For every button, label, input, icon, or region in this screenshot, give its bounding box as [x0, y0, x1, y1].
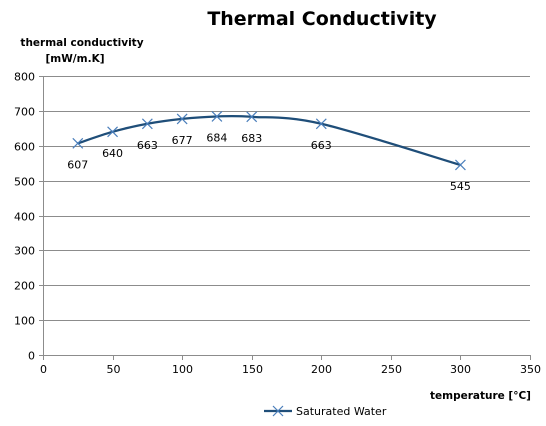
y-tick-label: 200 [14, 280, 35, 293]
data-label: 545 [450, 180, 471, 193]
data-point-marker [141, 118, 153, 130]
data-label: 684 [206, 131, 227, 144]
data-label: 663 [137, 139, 158, 152]
y-tick-label: 400 [14, 211, 35, 224]
x-tick-label: 300 [450, 363, 471, 376]
series-line-saturated-water [77, 114, 461, 167]
x-tick-label: 200 [311, 363, 332, 376]
y-tick-label: 300 [14, 245, 35, 258]
data-point-marker [211, 111, 223, 122]
x-tick-label: 350 [520, 363, 541, 376]
y-tick-label: 0 [28, 350, 35, 363]
data-point-marker [72, 137, 84, 149]
tick-labels: 0 100 200 300 400 500 600 700 800 0 50 100 150 200 250… [14, 71, 541, 377]
x-tick-label: 250 [381, 363, 402, 376]
data-point-marker [455, 159, 466, 171]
y-tick-label: 100 [14, 315, 35, 328]
series-layer [72, 111, 466, 171]
x-axis-title: temperature [°C] [430, 390, 531, 402]
y-axis-title-line2: [mW/m.K] [45, 53, 104, 65]
legend: Saturated Water [264, 405, 387, 418]
data-point-marker [246, 111, 258, 123]
y-tick-label: 500 [14, 176, 35, 189]
data-point-marker [315, 118, 327, 130]
x-tick-label: 50 [107, 363, 121, 376]
legend-series-label: Saturated Water [296, 405, 387, 418]
x-tick-label: 0 [40, 363, 47, 376]
y-tick-label: 700 [14, 106, 35, 119]
x-tick-label: 150 [242, 363, 263, 376]
legend-series-marker [264, 405, 292, 417]
data-point-marker [176, 113, 188, 125]
axes [39, 76, 531, 360]
data-label: 607 [67, 158, 88, 171]
chart-title: Thermal Conductivity [207, 8, 437, 30]
data-label: 677 [172, 134, 193, 147]
gridlines [43, 76, 530, 321]
y-tick-label: 600 [14, 141, 35, 154]
data-label: 683 [241, 132, 262, 145]
x-tick-label: 100 [172, 363, 193, 376]
y-axis-title-line1: thermal conductivity [20, 37, 143, 49]
data-point-marker [107, 126, 118, 138]
data-label: 663 [311, 139, 332, 152]
y-tick-label: 800 [14, 71, 35, 84]
data-label: 640 [102, 147, 123, 160]
data-labels: 607 640 663 677 684 683 663 545 [67, 131, 471, 192]
